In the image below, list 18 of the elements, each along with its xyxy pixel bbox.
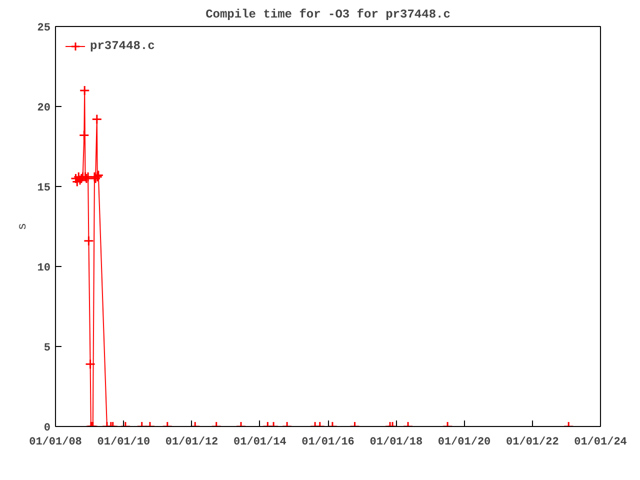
x-tick-label: 01/01/24 xyxy=(574,436,628,448)
y-tick-label: 15 xyxy=(37,182,51,194)
x-tick-label: 01/01/12 xyxy=(165,436,218,448)
x-tick-label: 01/01/16 xyxy=(302,436,354,448)
legend-label: pr37448.c xyxy=(90,39,155,53)
x-tick-label: 01/01/18 xyxy=(370,436,423,448)
x-tick-label: 01/01/20 xyxy=(438,436,491,448)
x-tick-label: 01/01/10 xyxy=(97,436,150,448)
x-tick-label: 01/01/14 xyxy=(234,436,287,448)
y-tick-label: 20 xyxy=(37,102,50,114)
y-tick-label: 5 xyxy=(44,342,51,354)
x-tick-label: 01/01/22 xyxy=(506,436,559,448)
y-tick-label: 25 xyxy=(37,22,51,34)
y-tick-label: 10 xyxy=(37,262,50,274)
y-axis-title: s xyxy=(15,222,30,230)
y-tick-label: 0 xyxy=(44,422,51,434)
chart-title: Compile time for -O3 for pr37448.c xyxy=(206,8,450,22)
x-tick-label: 01/01/08 xyxy=(29,436,82,448)
